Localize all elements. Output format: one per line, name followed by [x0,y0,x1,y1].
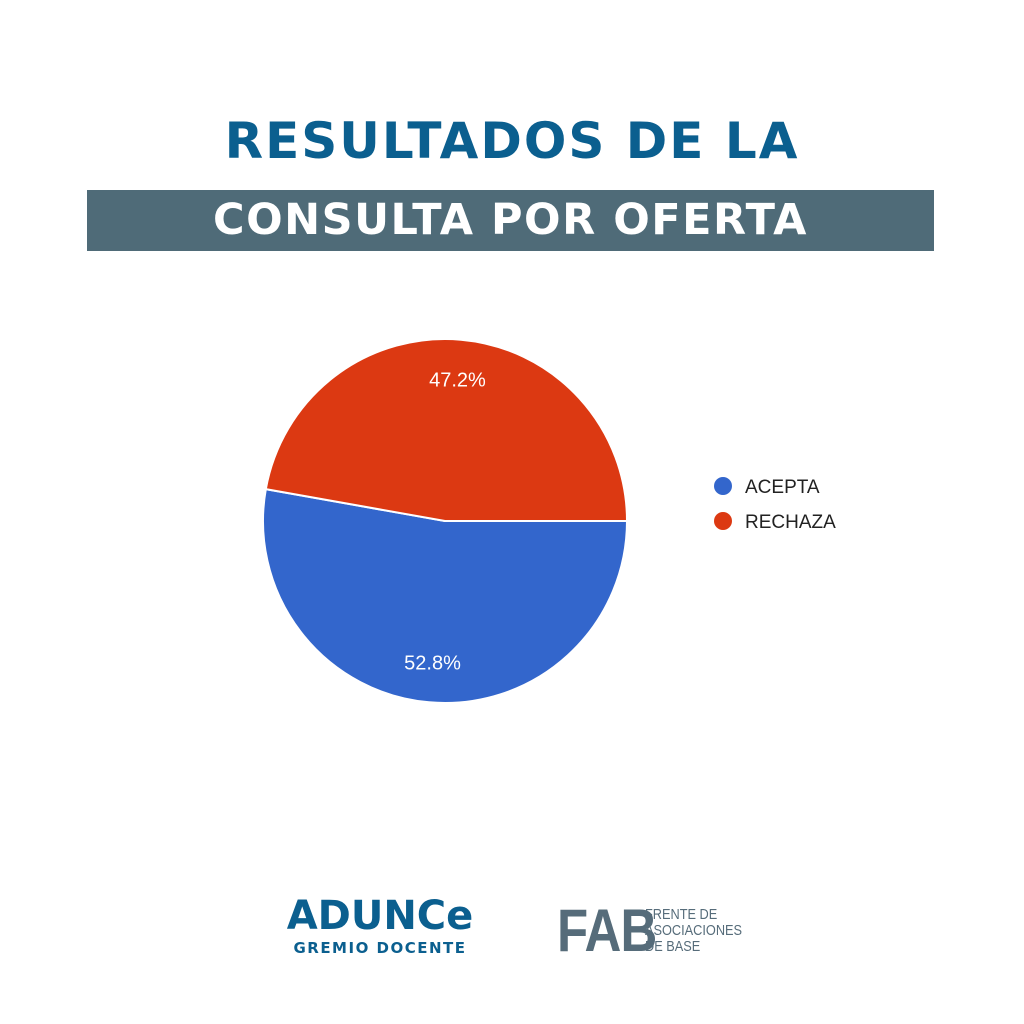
title-line-2: CONSULTA POR OFERTA SALARIAL [213,195,808,306]
adunce-logo: ADUNCe GREMIO DOCENTE [272,893,488,957]
fab-logo-line: FRENTE DE [645,906,718,923]
fab-logo-name: FAB [557,897,657,964]
fab-logo: FAB FRENTE DE ASOCIACIONES DE BASE [557,899,759,963]
legend-label: ACEPTA [745,477,820,498]
legend-marker [714,512,732,530]
fab-logo-line: ASOCIACIONES [645,922,743,939]
pie-slice-label: 47.2% [429,370,486,392]
legend-label: RECHAZA [745,512,836,533]
pie-slice-acepta [262,487,629,704]
title-band: CONSULTA POR OFERTA SALARIAL [87,190,934,306]
legend-marker [714,477,732,495]
pie-slice-label: 52.8% [404,652,461,674]
pie-slice-rechaza [264,337,629,522]
fab-logo-line: DE BASE [645,938,701,955]
fab-logo-subtitle: FRENTE DE ASOCIACIONES DE BASE [645,907,742,955]
adunce-logo-name: ADUNCe [286,893,474,939]
title-line-1: RESULTADOS DE LA [224,112,800,170]
adunce-logo-subtitle: GREMIO DOCENTE [293,939,467,957]
